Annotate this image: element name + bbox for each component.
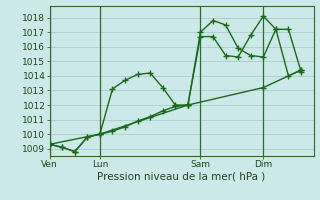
X-axis label: Pression niveau de la mer( hPa ): Pression niveau de la mer( hPa ) xyxy=(98,172,266,182)
